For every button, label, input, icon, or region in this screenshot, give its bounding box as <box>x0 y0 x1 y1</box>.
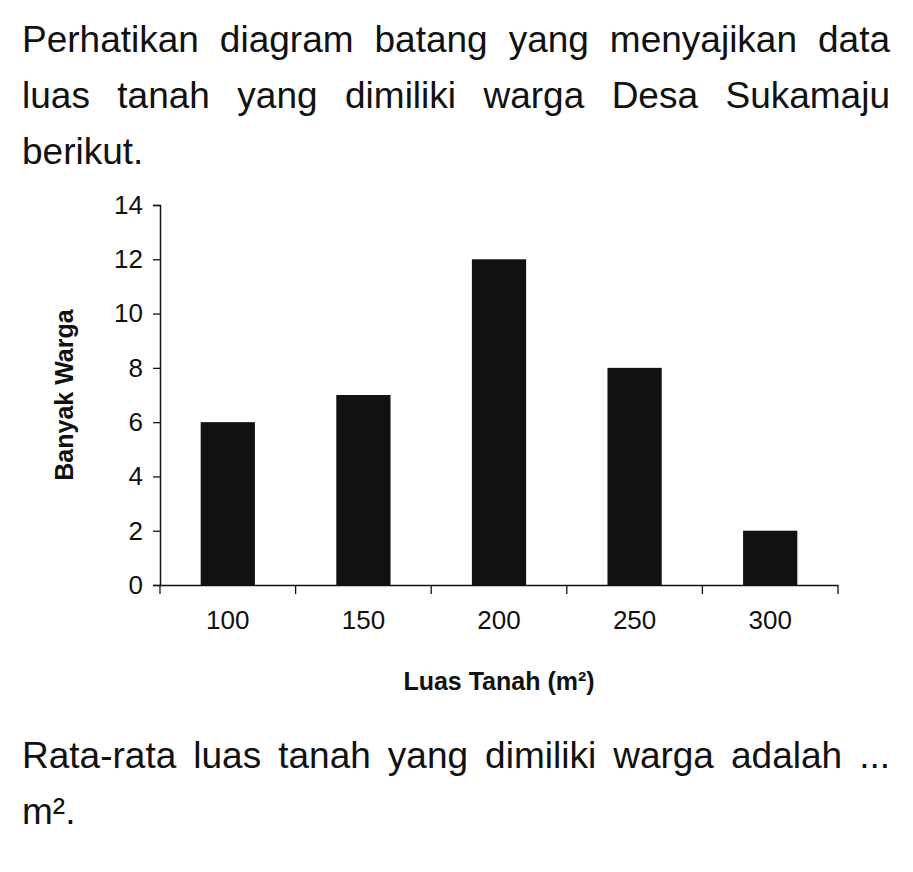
tick-mark <box>153 205 160 206</box>
tick: 200 <box>477 585 520 635</box>
tick: 100 <box>206 585 249 635</box>
tick-mark <box>153 585 160 586</box>
tick: 250 <box>613 585 656 635</box>
x-axis: 100 150 200 250 300 <box>161 585 839 635</box>
y-axis: 0 2 4 6 8 10 12 14 <box>114 190 160 600</box>
x-axis-title: Luas Tanah (m²) <box>403 667 594 695</box>
axis-line <box>153 206 161 586</box>
tick-mark <box>153 531 160 532</box>
y-axis-title: Banyak Warga <box>50 308 78 480</box>
tick: 14 <box>114 190 160 220</box>
tick-mark <box>153 259 160 260</box>
category-dividers <box>160 585 838 594</box>
category-divider <box>295 585 296 594</box>
tick: 4 <box>129 461 160 491</box>
tick-label: 200 <box>477 605 520 635</box>
tick-label: 4 <box>129 461 143 491</box>
category-divider <box>431 585 432 594</box>
question-text: Rata-rata luas tanah yang dimiliki warga… <box>22 728 890 840</box>
tick: 6 <box>129 407 160 437</box>
tick-label: 250 <box>613 605 656 635</box>
tick-label: 6 <box>129 407 143 437</box>
tick: 12 <box>114 244 160 274</box>
tick-label: 150 <box>342 605 385 635</box>
tick-label: 14 <box>114 190 143 220</box>
bar <box>336 395 390 585</box>
tick-label: 300 <box>749 605 792 635</box>
tick-label: 0 <box>129 570 143 600</box>
tick: 2 <box>129 516 160 546</box>
tick-label: 100 <box>206 605 249 635</box>
tick-label: 2 <box>129 516 143 546</box>
tick-mark <box>153 476 160 477</box>
category-divider <box>702 585 703 594</box>
category-divider <box>566 585 567 594</box>
tick-label: 8 <box>129 353 143 383</box>
bar <box>201 422 255 585</box>
tick-mark <box>153 422 160 423</box>
tick: 300 <box>749 585 792 635</box>
question-text: Perhatikan diagram batang yang menyajika… <box>22 12 890 180</box>
category-divider <box>159 585 160 594</box>
category-divider <box>837 585 838 594</box>
tick-label: 10 <box>114 298 143 328</box>
tick-label: 12 <box>114 244 143 274</box>
bar <box>607 368 661 585</box>
axis-line <box>161 585 839 587</box>
tick-mark <box>153 313 160 314</box>
tick: 10 <box>114 298 160 328</box>
bar <box>743 531 797 585</box>
tick: 150 <box>342 585 385 635</box>
tick: 8 <box>129 353 160 383</box>
tick: 0 <box>129 570 160 600</box>
tick-mark <box>153 368 160 369</box>
bars <box>201 259 798 585</box>
bar <box>472 259 526 585</box>
